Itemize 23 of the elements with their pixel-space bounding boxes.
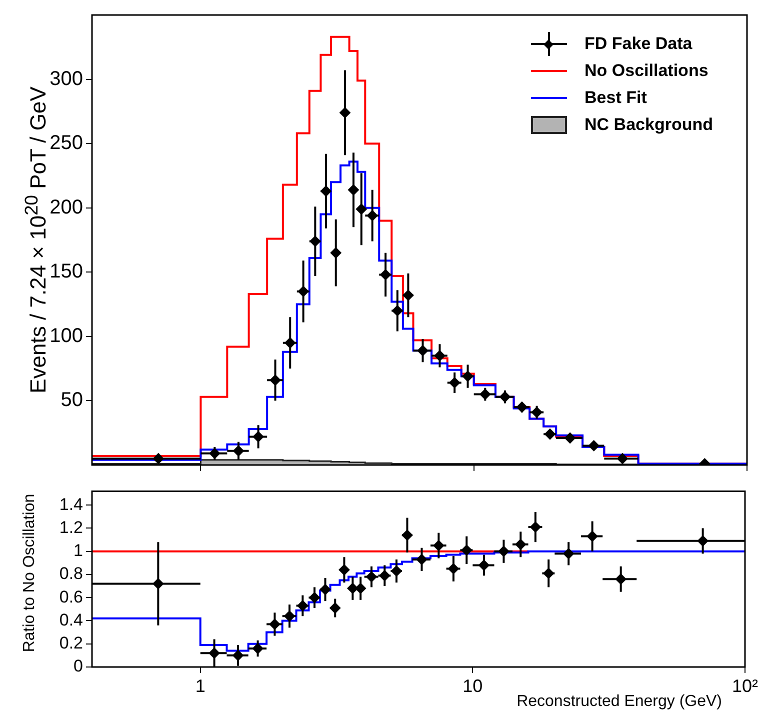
y-tick-label: 1 <box>74 541 83 560</box>
legend-label: NC Background <box>584 114 713 134</box>
y-tick-label: 50 <box>60 389 83 412</box>
y-tick-label: 0 <box>74 656 83 676</box>
y-tick-label: 200 <box>50 196 83 218</box>
x-tick-label: 10² <box>732 676 758 696</box>
x-tick-label: 10 <box>462 676 483 696</box>
legend-label: Best Fit <box>584 88 647 108</box>
y-tick-label: 0.2 <box>59 634 83 653</box>
legend-label: FD Fake Data <box>584 34 692 54</box>
y-tick-label: 250 <box>50 132 83 154</box>
y-tick-label: 0.8 <box>59 564 83 584</box>
y-tick-label: 0.4 <box>59 610 83 630</box>
x-tick-label: 1 <box>195 676 206 696</box>
y-tick-label: 150 <box>50 260 83 283</box>
y-tick-label: 1.4 <box>59 494 83 514</box>
y-tick-label: 0.6 <box>59 587 83 606</box>
legend-label: No Oscillations <box>584 60 708 80</box>
x-axis-title: Reconstructed Energy (GeV) <box>516 693 722 711</box>
y-tick-label: 300 <box>50 68 83 90</box>
y-tick-label: 100 <box>50 324 83 347</box>
y-tick-label: 1.2 <box>59 518 83 537</box>
y-axis-title: Ratio to No Oscillation <box>21 494 39 652</box>
